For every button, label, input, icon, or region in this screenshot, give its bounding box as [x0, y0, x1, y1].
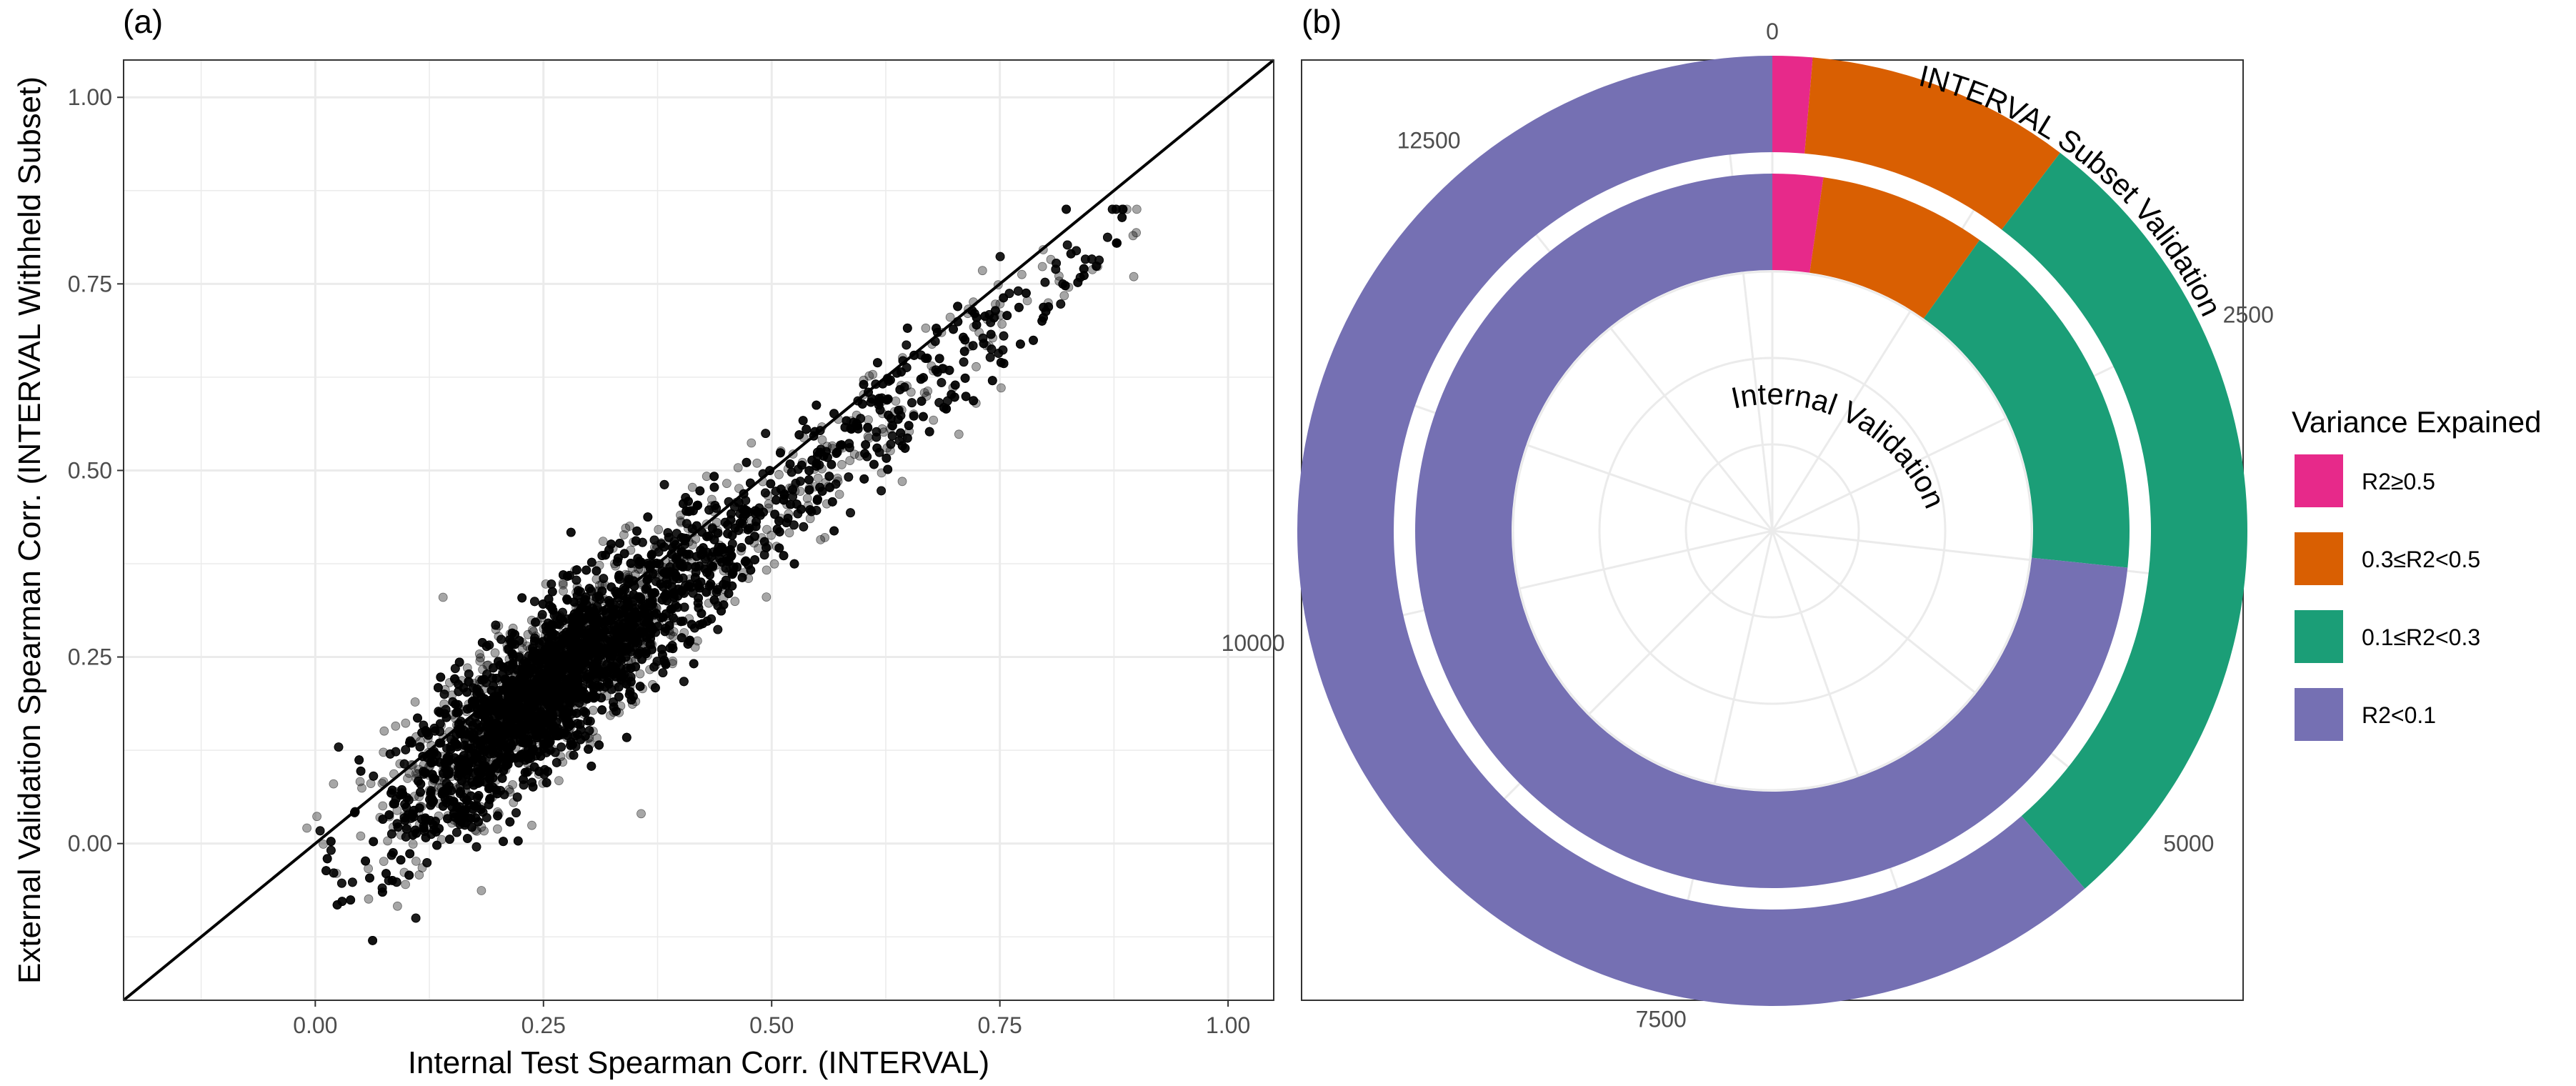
scatter-point: [401, 718, 411, 728]
scatter-point: [410, 697, 420, 707]
scatter-point: [493, 824, 502, 834]
scatter-point: [1037, 261, 1047, 272]
scatter-point: [414, 870, 424, 880]
scatter-point: [820, 533, 829, 542]
scatter-point: [654, 524, 664, 534]
scatter-point: [822, 499, 832, 509]
scatter-point: [378, 801, 388, 811]
scatter-point: [954, 429, 964, 439]
scatter-point: [302, 823, 312, 833]
scatter-point: [619, 530, 629, 539]
scatter-point: [355, 777, 365, 787]
scatter-point: [1022, 296, 1032, 306]
scatter-point: [625, 522, 634, 531]
scatter-point: [391, 721, 401, 731]
scatter-point: [747, 438, 757, 448]
scatter-point: [868, 369, 878, 379]
scatter-point: [527, 820, 536, 830]
scatter-panel: (a) 0.00 0.25 0.50 0.75 1.00 0.000.250.500.7…: [12, 3, 1275, 1080]
panel-a-label: (a): [123, 3, 163, 40]
scatter-point: [1059, 291, 1069, 301]
scatter-point: [508, 780, 517, 789]
scatter-point: [897, 477, 907, 487]
scatter-point: [762, 592, 772, 602]
scatter-point: [733, 463, 743, 472]
scatter-point: [1129, 272, 1139, 282]
scatter-point: [972, 362, 981, 372]
scatter-point: [1132, 228, 1141, 238]
scatter-point: [559, 587, 568, 596]
scatter-point: [891, 397, 901, 406]
scatter-point: [795, 487, 805, 496]
scatter-point: [774, 469, 784, 479]
scatter-point: [864, 415, 873, 424]
scatter-point: [708, 582, 718, 592]
scatter-point: [730, 597, 740, 607]
scatter-point: [401, 880, 410, 890]
scatter-point: [554, 776, 564, 785]
scatter-point: [356, 831, 366, 841]
scatter-point: [312, 812, 322, 822]
scatter-point: [364, 864, 373, 874]
scatter-points: [302, 204, 1142, 945]
scatter-point: [977, 266, 987, 276]
scatter-point: [921, 323, 931, 333]
scatter-point: [565, 750, 575, 760]
scatter-point: [834, 489, 844, 499]
scatter-point: [762, 565, 772, 575]
scatter-point: [411, 857, 421, 866]
scatter-point: [629, 537, 639, 547]
scatter-point: [997, 383, 1006, 393]
scatter-point: [434, 811, 444, 821]
scatter-point: [897, 405, 907, 415]
scatter-point: [769, 559, 779, 569]
scatter-point: [476, 886, 486, 895]
scatter-point: [379, 726, 389, 736]
scatter-point: [722, 479, 732, 488]
scatter-point: [837, 459, 847, 469]
scatter-point: [379, 857, 389, 866]
scatter-point: [997, 319, 1007, 329]
scatter-point: [364, 894, 374, 904]
scatter-point: [752, 458, 762, 468]
scatter-point: [588, 705, 598, 715]
scatter-point: [1017, 269, 1027, 279]
scatter-point: [408, 840, 418, 849]
scatter-point: [393, 901, 402, 911]
scatter-point: [490, 648, 500, 658]
scatter-point: [813, 473, 823, 483]
scatter-point: [693, 636, 702, 646]
scatter-point: [919, 388, 929, 397]
scatter-point: [479, 826, 489, 836]
scatter-point: [598, 537, 608, 546]
scatter-point: [929, 415, 939, 425]
scatter-point: [784, 528, 794, 538]
